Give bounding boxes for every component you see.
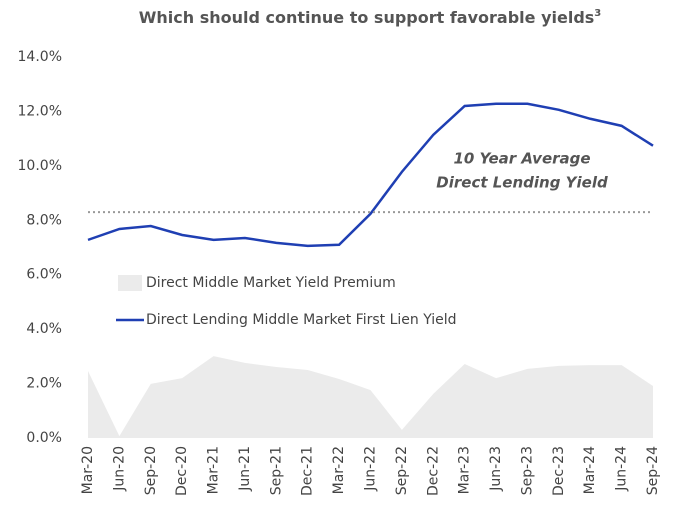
x-tick-label: Mar-24 <box>582 446 598 494</box>
x-tick-label: Dec-22 <box>425 446 441 496</box>
x-tick-label: Jun-23 <box>488 446 504 492</box>
x-tick-label: Dec-21 <box>300 446 316 496</box>
x-tick-label: Jun-24 <box>614 446 630 492</box>
x-tick-label: Dec-23 <box>551 446 567 496</box>
x-tick-label: Dec-20 <box>174 446 190 496</box>
legend-swatch <box>118 275 142 291</box>
x-tick-label: Sep-22 <box>394 446 410 495</box>
y-tick-label: 0.0% <box>26 430 62 446</box>
y-tick-label: 8.0% <box>26 212 62 228</box>
x-tick-label: Sep-21 <box>268 446 284 495</box>
x-tick-label: Jun-20 <box>111 446 127 492</box>
x-tick-label: Mar-23 <box>457 446 473 494</box>
y-tick-label: 4.0% <box>26 321 62 337</box>
chart-title: Which should continue to support favorab… <box>139 8 595 27</box>
area <box>88 356 653 438</box>
legend-label: Direct Middle Market Yield Premium <box>146 275 396 291</box>
annotation: Direct Lending Yield <box>436 174 608 192</box>
title-footnote: 3 <box>594 8 601 19</box>
y-tick-label: 2.0% <box>26 376 62 392</box>
y-tick-label: 12.0% <box>18 103 62 119</box>
x-tick-label: Sep-24 <box>645 446 661 495</box>
x-tick-label: Sep-20 <box>143 446 159 495</box>
x-tick-label: Mar-20 <box>80 446 96 494</box>
line <box>87 102 654 248</box>
x-tick-label: Sep-23 <box>519 446 535 495</box>
x-tick-label: Mar-21 <box>206 446 222 494</box>
annotation: 10 Year Average <box>453 150 590 168</box>
x-tick-label: Mar-22 <box>331 446 347 494</box>
chart-title-group: Which should continue to support favorab… <box>139 8 602 27</box>
x-tick-label: Jun-22 <box>363 446 379 492</box>
y-tick-label: 14.0% <box>18 49 62 65</box>
y-tick-label: 6.0% <box>26 267 62 283</box>
y-tick-label: 10.0% <box>18 158 62 174</box>
x-tick-label: Jun-21 <box>237 446 253 492</box>
legend-label: Direct Lending Middle Market First Lien … <box>146 312 457 328</box>
